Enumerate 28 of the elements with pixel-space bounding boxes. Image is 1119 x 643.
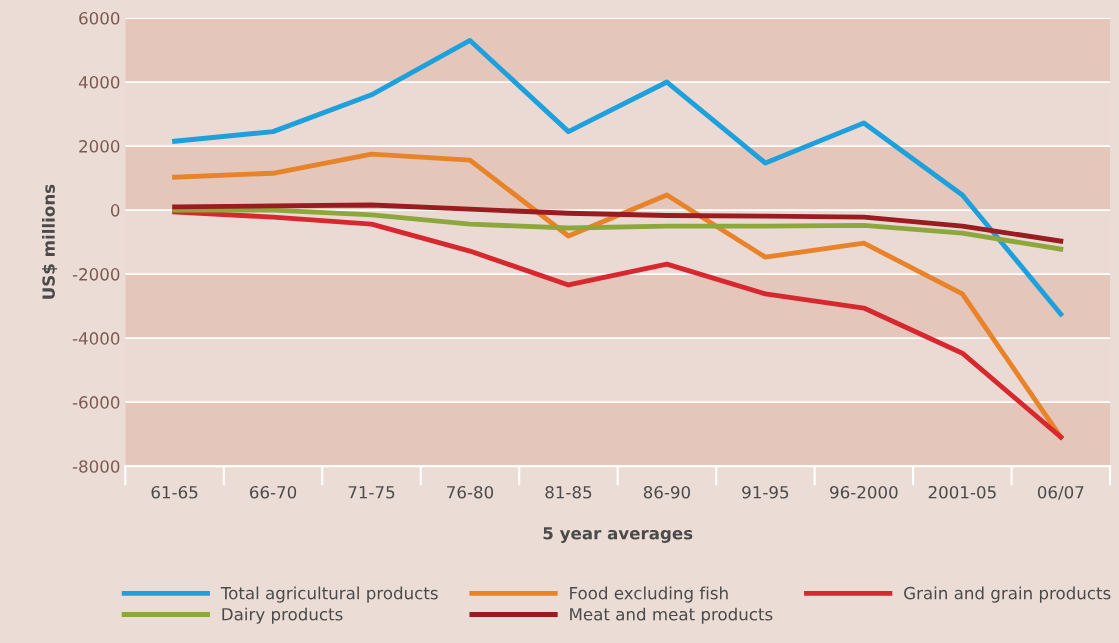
- x-tick-label: 86-90: [643, 485, 691, 499]
- legend-label: Meat and meat products: [570, 607, 773, 624]
- legend-label: Grain and grain products: [904, 586, 1111, 603]
- x-tick-label: 96-2000: [830, 485, 898, 499]
- y-tick-label: 4000: [78, 75, 120, 89]
- y-tick-label: -6000: [72, 396, 120, 409]
- x-tick-label: 61-65: [151, 485, 198, 499]
- x-tick-label: 66-70: [249, 485, 297, 499]
- y-tick-label: -8000: [72, 460, 120, 473]
- line-series: [172, 202, 1064, 244]
- y-tick-label: 2000: [79, 140, 120, 153]
- x-axis-title: 5 year averages: [543, 527, 693, 543]
- x-tick-label: 2001-05: [928, 485, 996, 499]
- x-tick-label: 91-95: [742, 485, 789, 499]
- x-tick-label: 71-75: [348, 486, 395, 499]
- y-tick-label: -2000: [72, 268, 120, 281]
- y-tick-label: 0: [110, 204, 120, 217]
- x-tick-label: 76-80: [447, 485, 494, 499]
- line-series: [172, 207, 1064, 252]
- legend-label: Dairy products: [222, 607, 343, 624]
- x-tick-label: 06/07: [1037, 485, 1084, 500]
- x-tick-label: 81-85: [545, 485, 592, 499]
- y-axis-title: US$ millions: [42, 184, 58, 299]
- legend-label: Total agricultural products: [220, 586, 438, 603]
- y-tick-label: 6000: [79, 11, 120, 25]
- line-series: [172, 37, 1064, 317]
- legend-label: Food excluding fish: [570, 586, 728, 603]
- y-tick-label: -4000: [72, 332, 120, 345]
